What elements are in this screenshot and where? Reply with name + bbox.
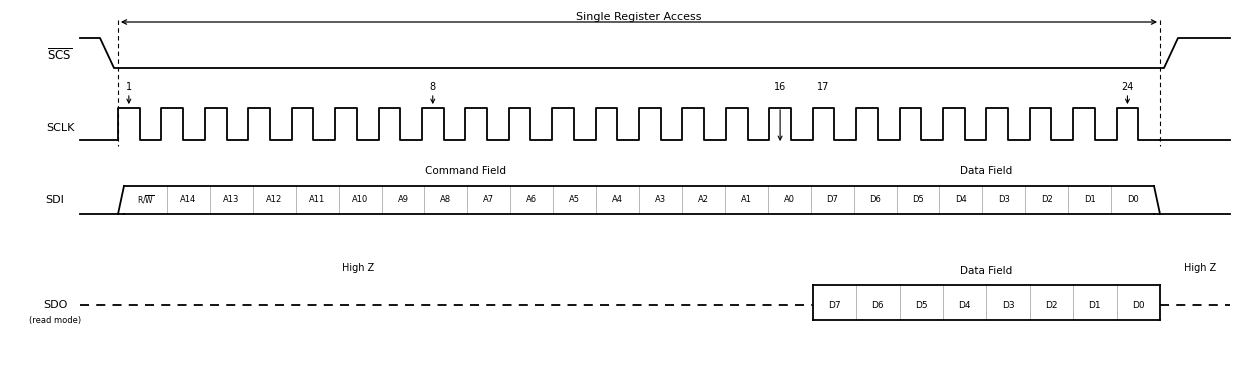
Text: Data Field: Data Field bbox=[960, 266, 1013, 276]
Text: SCLK: SCLK bbox=[46, 123, 75, 133]
Text: A9: A9 bbox=[398, 195, 408, 205]
Text: A1: A1 bbox=[740, 195, 751, 205]
Text: D5: D5 bbox=[912, 195, 924, 205]
Text: A5: A5 bbox=[569, 195, 580, 205]
Text: A0: A0 bbox=[784, 195, 795, 205]
Text: R/$\overline{\mathrm{W}}$: R/$\overline{\mathrm{W}}$ bbox=[137, 194, 154, 206]
Text: High Z: High Z bbox=[1184, 263, 1217, 273]
Text: 24: 24 bbox=[1121, 82, 1133, 92]
Text: SDI: SDI bbox=[46, 195, 65, 205]
Text: A8: A8 bbox=[440, 195, 452, 205]
Text: D6: D6 bbox=[872, 300, 884, 310]
Text: Data Field: Data Field bbox=[960, 166, 1013, 176]
Text: D0: D0 bbox=[1132, 300, 1144, 310]
Text: D0: D0 bbox=[1127, 195, 1138, 205]
Text: A13: A13 bbox=[223, 195, 240, 205]
Text: D7: D7 bbox=[829, 300, 841, 310]
Text: High Z: High Z bbox=[342, 263, 374, 273]
Text: Command Field: Command Field bbox=[425, 166, 506, 176]
Text: A4: A4 bbox=[612, 195, 623, 205]
Text: Single Register Access: Single Register Access bbox=[576, 12, 702, 22]
Text: D1: D1 bbox=[1084, 195, 1096, 205]
Text: D7: D7 bbox=[826, 195, 838, 205]
Text: A14: A14 bbox=[180, 195, 197, 205]
Text: D5: D5 bbox=[914, 300, 928, 310]
Text: D2: D2 bbox=[1041, 195, 1052, 205]
Text: $\overline{\mathrm{SCS}}$: $\overline{\mathrm{SCS}}$ bbox=[47, 47, 72, 63]
Text: A10: A10 bbox=[352, 195, 368, 205]
Text: D1: D1 bbox=[1088, 300, 1101, 310]
Text: A7: A7 bbox=[483, 195, 494, 205]
Text: D3: D3 bbox=[998, 195, 1010, 205]
Text: 1: 1 bbox=[126, 82, 132, 92]
Text: D3: D3 bbox=[1001, 300, 1014, 310]
Text: 16: 16 bbox=[774, 82, 786, 92]
Text: A2: A2 bbox=[698, 195, 709, 205]
Text: D6: D6 bbox=[870, 195, 881, 205]
Text: A12: A12 bbox=[266, 195, 282, 205]
Text: (read mode): (read mode) bbox=[29, 315, 81, 325]
Text: A3: A3 bbox=[654, 195, 666, 205]
Text: D4: D4 bbox=[958, 300, 970, 310]
Text: A11: A11 bbox=[309, 195, 325, 205]
Text: D4: D4 bbox=[955, 195, 967, 205]
Text: SDO: SDO bbox=[42, 300, 67, 310]
Text: A6: A6 bbox=[526, 195, 537, 205]
Text: 17: 17 bbox=[817, 82, 830, 92]
Text: D2: D2 bbox=[1045, 300, 1057, 310]
Text: 8: 8 bbox=[429, 82, 435, 92]
